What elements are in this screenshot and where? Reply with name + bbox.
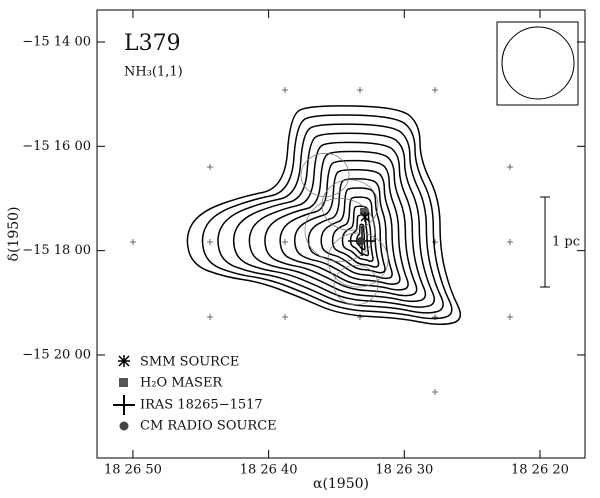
y-tick-label: −15 20 00 xyxy=(22,347,91,362)
reference-cross xyxy=(507,314,513,320)
reference-cross xyxy=(507,164,513,170)
scale-bar xyxy=(540,196,550,288)
beam-box xyxy=(496,21,579,106)
contour-line xyxy=(232,132,436,308)
x-tick-label: 18 26 30 xyxy=(375,463,433,478)
overlay-contour xyxy=(333,264,379,306)
y-tick-label: −15 16 00 xyxy=(22,139,91,154)
legend-label: CM RADIO SOURCE xyxy=(140,419,277,434)
overlay-contour xyxy=(304,198,376,262)
contour-line xyxy=(264,150,418,297)
beam-circle xyxy=(501,26,575,100)
reference-cross xyxy=(282,87,288,93)
chart-subtitle: NH₃(1,1) xyxy=(124,65,183,80)
plot-frame xyxy=(96,9,586,459)
source-markers xyxy=(348,208,376,256)
legend-label: H₂O MASER xyxy=(140,376,223,391)
contour-line xyxy=(248,141,427,303)
reference-cross xyxy=(282,239,288,245)
contour-line xyxy=(186,105,462,326)
reference-cross xyxy=(357,314,363,320)
x-tick-label: 18 26 20 xyxy=(511,463,569,478)
y-tick-label: −15 14 00 xyxy=(22,34,91,49)
legend-label: IRAS 18265−1517 xyxy=(140,398,263,413)
overlay-contour xyxy=(321,179,379,231)
reference-cross xyxy=(207,164,213,170)
contour-line xyxy=(307,178,393,280)
scale-bar-label: 1 pc xyxy=(552,235,580,250)
contour-line xyxy=(201,114,453,320)
x-tick-label: 18 26 40 xyxy=(240,463,298,478)
reference-cross xyxy=(357,87,363,93)
reference-cross xyxy=(207,239,213,245)
contour-line xyxy=(341,205,374,262)
y-axis-label: δ(1950) xyxy=(6,207,22,262)
reference-cross xyxy=(432,389,438,395)
contour-line xyxy=(293,168,401,285)
contour-line xyxy=(279,159,409,291)
chart-title: L379 xyxy=(124,31,181,56)
reference-cross xyxy=(207,314,213,320)
reference-cross xyxy=(282,314,288,320)
y-tick-label: −15 18 00 xyxy=(22,243,91,258)
overlay-contour xyxy=(300,153,350,197)
contour-line xyxy=(356,223,366,251)
contour-line xyxy=(217,123,444,314)
reference-cross xyxy=(432,87,438,93)
x-axis-label: α(1950) xyxy=(313,476,369,492)
contour-line xyxy=(349,214,370,257)
legend-label: SMM SOURCE xyxy=(140,355,239,370)
contours xyxy=(130,87,513,395)
reference-cross xyxy=(432,239,438,245)
reference-cross xyxy=(130,239,136,245)
reference-cross xyxy=(507,239,513,245)
legend xyxy=(113,355,135,431)
x-tick-label: 18 26 50 xyxy=(104,463,162,478)
contour-line xyxy=(331,196,380,268)
